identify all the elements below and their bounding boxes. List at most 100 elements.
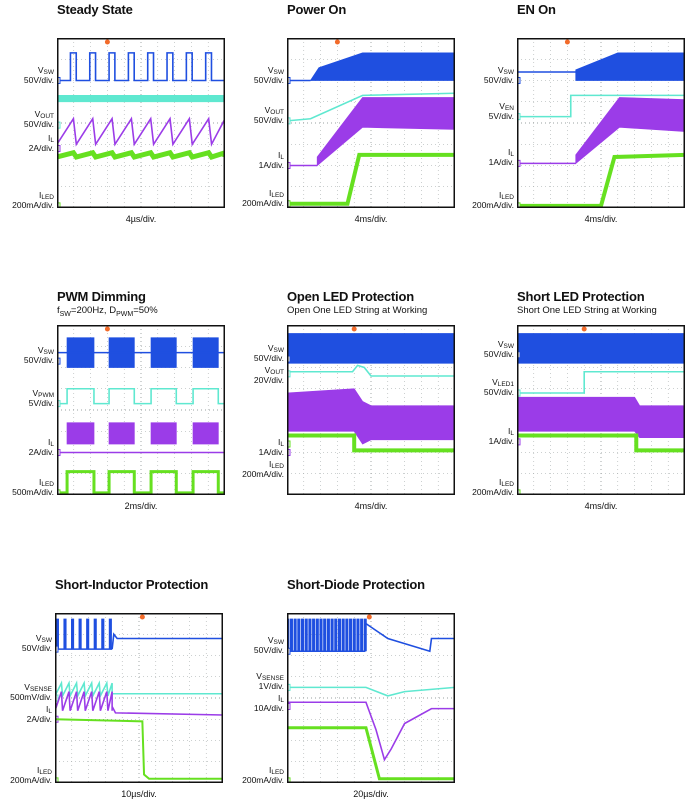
scope-panel-pwm-dimming: PWM Dimming fSW=200Hz, DPWM=50% VSW 50V/div… (0, 289, 240, 519)
trace-vled1 (517, 370, 685, 394)
trace-label: IL 1A/div. (488, 425, 514, 446)
trace-il (57, 116, 225, 147)
chart-subtitle: Open One LED String at Working (287, 305, 428, 316)
scope-plot (57, 325, 225, 495)
timebase-label: 4ms/div. (354, 501, 388, 511)
trace-label: ILED 200mA/div. (242, 187, 284, 208)
chart-title: Open LED Protection (287, 289, 414, 304)
scope-panel-power-on: Power On VSW 50V/div. VOUT 50V/div. IL 1A/div.… (230, 2, 470, 232)
trace-label: VOUT 20V/div. (253, 365, 284, 385)
trace-line (55, 680, 113, 699)
trace-line (57, 149, 225, 160)
trace-label: VSW 50V/div. (253, 343, 284, 363)
trace-envelope (57, 94, 225, 103)
trace-line (57, 52, 225, 82)
chart-title: Short LED Protection (517, 289, 645, 304)
trigger-marker (104, 39, 110, 45)
trace-il (517, 396, 685, 439)
trace-vout (57, 94, 225, 103)
scope-plot (287, 613, 455, 783)
trace-il (57, 422, 225, 454)
timebase-label: 4ms/div. (584, 501, 618, 511)
trigger-marker (581, 326, 587, 332)
trace-label: VSW 50V/div. (253, 635, 284, 656)
trace-label: ILED 200mA/div. (472, 476, 514, 497)
trace-iled (55, 718, 223, 780)
trace-vsense (55, 680, 223, 699)
trace-label: ILED 500mA/div. (12, 476, 54, 497)
trace-label: IL 2A/div. (28, 436, 54, 457)
trace-envelope (287, 333, 455, 364)
trace-envelope (575, 52, 685, 81)
trigger-marker (351, 326, 357, 332)
trace-envelope (517, 396, 685, 439)
trace-line (365, 622, 455, 653)
trace-label: VOUT 50V/div. (23, 109, 54, 130)
trace-vsense (287, 686, 455, 697)
trace-vsw (517, 52, 685, 81)
trace-label: ILED 200mA/div. (472, 189, 514, 210)
chart-title: EN On (517, 2, 556, 17)
trace-iled (57, 470, 225, 495)
scope-panel-en-on: EN On VSW 50V/div. VEN 5V/div. IL 1A/div. ILED 2… (460, 2, 689, 232)
chart-title: PWM Dimming (57, 289, 146, 304)
trace-envelope (287, 388, 455, 445)
scope-panel-short-inductor: Short-Inductor Protection VSW 50V/div. VSEN… (0, 577, 238, 807)
trace-label: IL 2A/div. (26, 704, 52, 724)
trace-line (517, 370, 685, 394)
scope-panel-short-led: Short LED Protection Short One LED String… (460, 289, 689, 519)
scope-plot (287, 38, 455, 208)
trigger-marker (366, 614, 372, 620)
trace-label: ILED 200mA/div. (242, 458, 284, 479)
trace-label: VEN 5V/div. (488, 100, 514, 121)
trace-envelope (192, 422, 219, 445)
trace-iled (517, 433, 685, 453)
timebase-label: 10µs/div. (121, 789, 157, 799)
trace-il (55, 691, 223, 716)
trace-line (55, 691, 113, 712)
trace-line (517, 152, 685, 208)
chart-title: Short-Diode Protection (287, 577, 425, 592)
trace-vsw (55, 618, 223, 650)
chart-subtitle: Short One LED String at Working (517, 305, 657, 316)
trace-vpwm (57, 387, 225, 405)
trace-vsw (57, 52, 225, 82)
trace-envelope (517, 333, 685, 364)
trace-vsw (287, 52, 455, 82)
trigger-marker (104, 326, 110, 332)
trace-vsw (287, 333, 455, 364)
trace-envelope (108, 422, 135, 445)
trace-iled (57, 149, 225, 160)
trace-label: IL 1A/div. (258, 149, 284, 170)
trace-vout (287, 92, 455, 122)
trace-label: IL 2A/div. (28, 132, 54, 153)
trace-line (517, 433, 685, 453)
trace-label: VSW 50V/div. (21, 633, 52, 654)
trace-vout (287, 364, 455, 377)
trace-label: VSW 50V/div. (23, 345, 54, 366)
scope-plot (517, 38, 685, 208)
scope-plot (517, 325, 685, 495)
scope-plot (287, 325, 455, 495)
trace-line (57, 387, 225, 405)
trace-label: IL 10A/div. (253, 693, 284, 714)
trace-label: VLED1 50V/div. (483, 377, 514, 397)
trace-iled (517, 152, 685, 208)
timebase-label: 20µs/div. (353, 789, 389, 799)
scope-plot (57, 38, 225, 208)
trace-label: VPWM 5V/div. (28, 387, 54, 408)
trace-vsw (287, 618, 455, 653)
trace-vsw (57, 337, 225, 368)
trace-label: VSENSE 500mV/div. (10, 682, 52, 702)
trace-line (111, 632, 223, 650)
trace-line (287, 433, 455, 453)
scope-panel-open-led: Open LED Protection Open One LED String a… (230, 289, 470, 519)
trace-envelope (309, 52, 455, 81)
trace-line (287, 152, 455, 206)
trace-label: VSW 50V/div. (483, 64, 514, 85)
trace-line (287, 686, 455, 697)
trace-label: ILED 200mA/div. (242, 764, 284, 785)
trace-label: IL 1A/div. (488, 147, 514, 168)
trace-envelope (575, 97, 685, 165)
trace-envelope (150, 422, 177, 445)
